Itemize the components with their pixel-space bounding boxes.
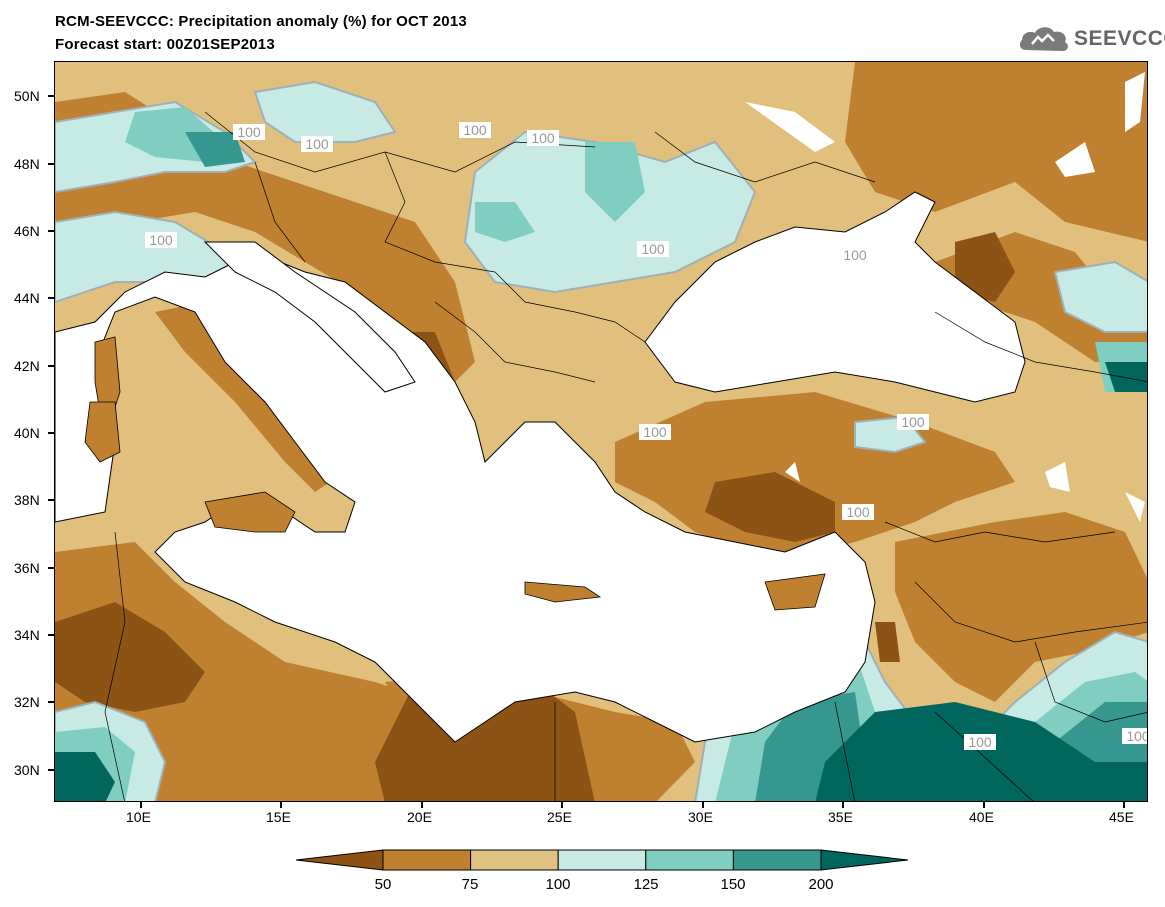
legend-label-125: 125 xyxy=(633,876,659,893)
lon-tick xyxy=(983,802,985,808)
contour-label: 100 xyxy=(1126,728,1148,744)
lon-tick xyxy=(140,802,142,808)
lat-label-32n: 32N xyxy=(14,694,40,710)
lon-label-25e: 25E xyxy=(547,809,572,825)
lon-label-45e: 45E xyxy=(1109,809,1134,825)
contour-label: 100 xyxy=(237,124,261,140)
lat-tick xyxy=(48,163,54,165)
seevccc-logo: SEEVCCC xyxy=(1018,20,1165,60)
contour-label: 100 xyxy=(846,504,870,520)
legend-swatch xyxy=(645,849,734,871)
contour-label: 100 xyxy=(463,122,487,138)
map-title: RCM-SEEVCCC: Precipitation anomaly (%) f… xyxy=(55,13,467,30)
legend-swatch xyxy=(382,849,472,871)
legend-swatch xyxy=(820,849,909,871)
lon-label-10e: 10E xyxy=(126,809,151,825)
cloud-icon xyxy=(1019,27,1068,51)
lon-tick xyxy=(842,802,844,808)
lat-label-30n: 30N xyxy=(14,762,40,778)
contour-label: 100 xyxy=(843,247,867,263)
legend-swatch xyxy=(732,849,822,871)
lon-label-20e: 20E xyxy=(407,809,432,825)
lat-tick xyxy=(48,230,54,232)
lat-tick xyxy=(48,634,54,636)
lat-tick xyxy=(48,365,54,367)
lon-label-30e: 30E xyxy=(688,809,713,825)
anomaly-map: 100 100 100 100 100 100 100 100 100 100 100 100 xyxy=(55,62,1148,801)
logo-text: SEEVCCC xyxy=(1074,27,1165,50)
contour-labels: 100 100 100 100 100 100 100 100 100 100 100 100 xyxy=(145,122,1148,750)
lat-label-48n: 48N xyxy=(14,156,40,172)
contour-label: 100 xyxy=(968,734,992,750)
lat-label-40n: 40N xyxy=(14,425,40,441)
lat-label-46n: 46N xyxy=(14,223,40,239)
legend-label-50: 50 xyxy=(374,876,392,893)
lon-tick xyxy=(561,802,563,808)
legend-label-75: 75 xyxy=(461,876,479,893)
lon-label-40e: 40E xyxy=(969,809,994,825)
lat-label-38n: 38N xyxy=(14,492,40,508)
lat-label-42n: 42N xyxy=(14,358,40,374)
lat-tick xyxy=(48,95,54,97)
legend-label-200: 200 xyxy=(808,876,834,893)
lat-tick xyxy=(48,567,54,569)
lon-tick xyxy=(421,802,423,808)
lat-label-44n: 44N xyxy=(14,290,40,306)
lon-tick xyxy=(280,802,282,808)
lat-label-36n: 36N xyxy=(14,560,40,576)
lat-tick xyxy=(48,297,54,299)
map-panel: 100 100 100 100 100 100 100 100 100 100 100 100 xyxy=(54,61,1148,802)
lon-tick xyxy=(702,802,704,808)
legend-swatch xyxy=(470,849,559,871)
lat-tick xyxy=(48,701,54,703)
lon-tick xyxy=(1123,802,1125,808)
contour-label: 100 xyxy=(305,136,329,152)
forecast-start: Forecast start: 00Z01SEP2013 xyxy=(55,36,275,53)
legend-label-150: 150 xyxy=(720,876,746,893)
contour-label: 100 xyxy=(641,241,665,257)
lat-label-34n: 34N xyxy=(14,627,40,643)
legend-swatch xyxy=(557,849,647,871)
contour-label: 100 xyxy=(531,130,555,146)
lon-label-15e: 15E xyxy=(266,809,291,825)
lat-tick xyxy=(48,499,54,501)
lat-tick xyxy=(48,769,54,771)
lat-tick xyxy=(48,432,54,434)
contour-label: 100 xyxy=(901,414,925,430)
contour-label: 100 xyxy=(149,232,173,248)
legend-swatch xyxy=(295,849,384,871)
legend-label-100: 100 xyxy=(545,876,571,893)
contour-label: 100 xyxy=(643,424,667,440)
lat-label-50n: 50N xyxy=(14,88,40,104)
lon-label-35e: 35E xyxy=(828,809,853,825)
